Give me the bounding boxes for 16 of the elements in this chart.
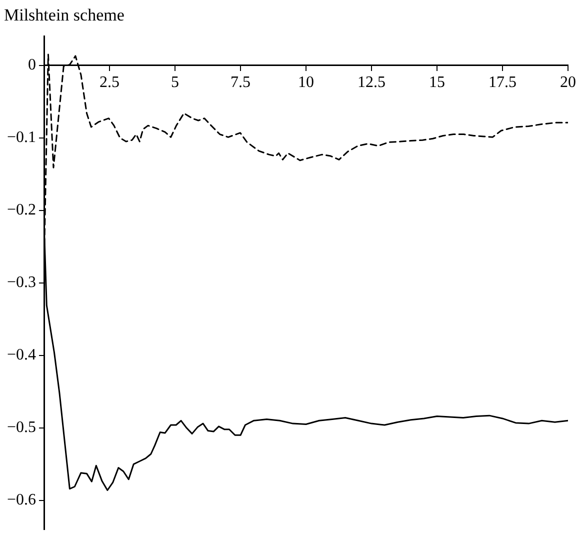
chart-title: Milshtein scheme bbox=[4, 6, 124, 25]
x-tick-label: 5 bbox=[171, 74, 180, 92]
x-tick-label: 20 bbox=[560, 74, 576, 92]
y-tick-label: −0.2 bbox=[6, 202, 36, 219]
y-tick-label: −0.3 bbox=[6, 274, 36, 292]
x-tick-label: 10 bbox=[298, 74, 314, 92]
x-tick-label: 12.5 bbox=[358, 74, 386, 92]
x-tick-label: 15 bbox=[429, 74, 446, 92]
y-tick-label: −0.6 bbox=[6, 492, 36, 509]
x-tick-label: 17.5 bbox=[488, 74, 517, 92]
y-tick-label: −0.5 bbox=[6, 419, 36, 436]
y-tick-label: −0.4 bbox=[6, 346, 36, 364]
x-tick-label: 2.5 bbox=[100, 74, 120, 92]
y-tick-label: −0.1 bbox=[6, 129, 36, 146]
y-tick-label: 0 bbox=[28, 56, 36, 74]
x-tick-label: 7.5 bbox=[230, 74, 251, 92]
